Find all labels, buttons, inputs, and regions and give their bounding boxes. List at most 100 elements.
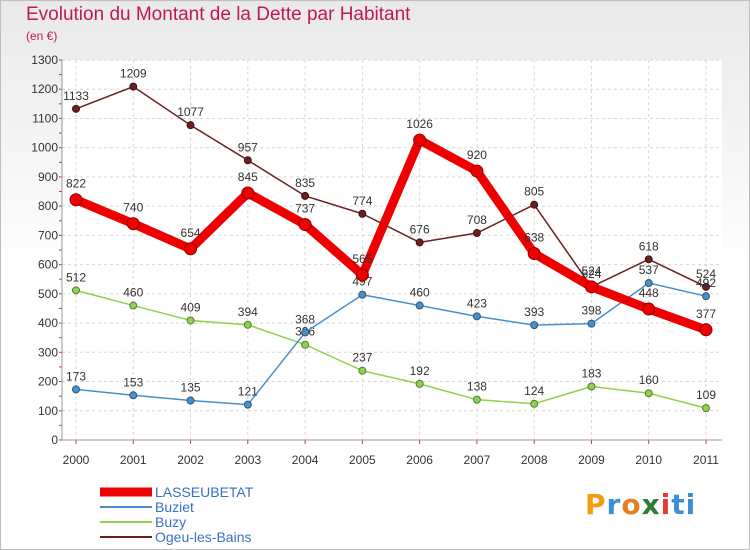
data-label: 957 — [238, 140, 258, 154]
data-label: 822 — [66, 177, 86, 191]
data-point — [470, 164, 484, 178]
data-point — [126, 217, 140, 231]
data-label: 121 — [238, 385, 258, 399]
data-point — [301, 328, 310, 337]
data-point — [358, 290, 367, 299]
x-tick-label: 2003 — [234, 453, 261, 467]
data-point — [644, 389, 653, 398]
data-point — [472, 229, 481, 238]
data-label: 1026 — [406, 117, 433, 131]
data-label: 524 — [581, 267, 601, 281]
data-label: 920 — [467, 148, 487, 162]
y-tick-label: 500 — [38, 287, 58, 301]
data-label: 835 — [295, 176, 315, 190]
data-point — [587, 382, 596, 391]
data-point — [69, 193, 83, 207]
data-point — [527, 247, 541, 261]
legend-label: Buzy — [155, 514, 186, 530]
logo-letter: i — [660, 488, 672, 521]
data-point — [129, 301, 138, 310]
data-point — [72, 385, 80, 394]
data-label: 393 — [524, 305, 544, 319]
logo-letter: o — [621, 488, 642, 521]
x-tick-label: 2000 — [63, 453, 90, 467]
data-point — [702, 282, 710, 291]
data-point — [642, 302, 656, 316]
data-label: 138 — [467, 380, 487, 394]
data-point — [184, 242, 198, 256]
logo-letter: x — [641, 488, 661, 521]
series-line-buziet — [75, 282, 707, 406]
data-point — [241, 186, 255, 200]
x-tick-label: 2005 — [349, 453, 376, 467]
x-tick-label: 2006 — [406, 453, 433, 467]
data-point — [243, 400, 252, 409]
data-label: 135 — [181, 381, 201, 395]
data-point — [530, 321, 539, 330]
x-tick-label: 2004 — [292, 453, 319, 467]
data-point — [72, 286, 80, 295]
logo-letter: P — [585, 488, 607, 521]
data-label: 565 — [352, 252, 372, 266]
x-tick-label: 2001 — [120, 453, 147, 467]
y-tick-label: 1300 — [31, 53, 58, 67]
y-tick-label: 0 — [51, 433, 58, 447]
data-label: 654 — [181, 226, 201, 240]
data-point — [415, 238, 424, 247]
x-tick-label: 2002 — [177, 453, 204, 467]
y-tick-label: 1200 — [31, 82, 58, 96]
data-label: 524 — [696, 267, 716, 281]
data-label: 737 — [295, 202, 315, 216]
legend-label: Ogeu-les-Bains — [155, 529, 252, 545]
data-label: 377 — [696, 307, 716, 321]
x-tick-label: 2007 — [464, 453, 491, 467]
data-label: 774 — [352, 194, 372, 208]
data-point — [129, 82, 138, 91]
y-tick-label: 200 — [38, 375, 58, 389]
proxiti-logo: Proxiti — [585, 488, 696, 521]
data-point — [186, 121, 195, 130]
chart-subtitle: (en €) — [26, 29, 58, 43]
data-label: 173 — [66, 369, 86, 383]
data-point — [186, 396, 195, 405]
y-tick-label: 1000 — [31, 141, 58, 155]
x-tick-label: 2008 — [521, 453, 548, 467]
data-label: 109 — [696, 388, 716, 402]
data-label: 524 — [581, 264, 601, 278]
data-label: 124 — [524, 384, 544, 398]
data-label: 153 — [123, 375, 143, 389]
legend-label: LASSEUBETAT — [155, 484, 254, 500]
data-point — [298, 218, 312, 232]
data-label: 1133 — [63, 89, 89, 103]
data-point — [472, 395, 481, 404]
data-point — [415, 379, 424, 388]
y-tick-label: 900 — [38, 170, 58, 184]
chart-title: Evolution du Montant de la Dette par Hab… — [26, 4, 411, 25]
data-point — [530, 200, 539, 209]
data-label: 460 — [410, 286, 430, 300]
data-point — [584, 280, 598, 294]
y-tick-label: 700 — [38, 228, 58, 242]
data-label: 160 — [639, 373, 659, 387]
data-label: 537 — [639, 263, 659, 277]
data-point — [702, 404, 710, 413]
data-label: 448 — [639, 286, 659, 300]
data-point — [72, 104, 80, 113]
y-tick-label: 300 — [38, 345, 58, 359]
data-point — [129, 391, 138, 400]
y-tick-label: 800 — [38, 199, 58, 213]
data-label: 368 — [295, 312, 315, 326]
data-label: 192 — [410, 364, 430, 378]
data-point — [301, 191, 310, 200]
data-label: 618 — [639, 239, 659, 253]
data-label: 708 — [467, 213, 487, 227]
x-tick-label: 2009 — [578, 453, 605, 467]
data-point — [472, 312, 481, 321]
series-line-lasseubetat — [71, 135, 711, 335]
data-point — [355, 268, 369, 282]
data-label: 394 — [238, 305, 258, 319]
data-point — [358, 209, 367, 218]
data-point — [644, 279, 653, 288]
data-point — [415, 301, 424, 310]
data-label: 638 — [524, 231, 544, 245]
